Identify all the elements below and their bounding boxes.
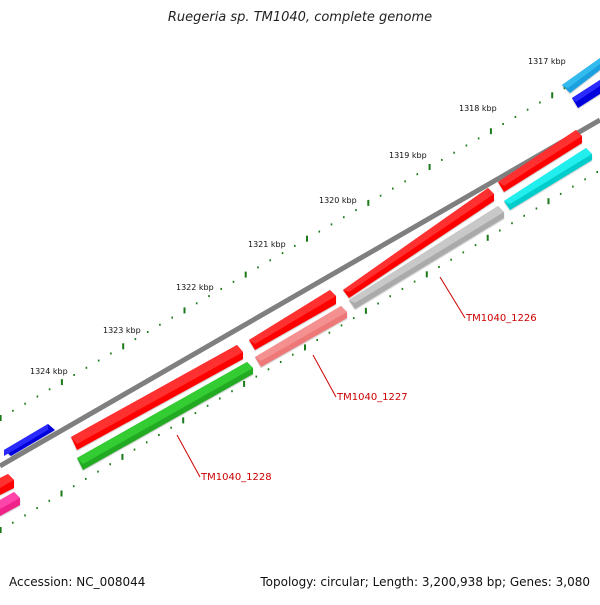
scale-label: 1318 kbp [459, 104, 497, 113]
label-leaders [176, 276, 466, 478]
gene-feature[interactable] [349, 206, 504, 309]
gene-feature[interactable] [0, 492, 20, 516]
gene-feature[interactable] [71, 345, 243, 450]
gene-feature[interactable] [77, 362, 253, 470]
scale-label: 1322 kbp [176, 283, 214, 292]
accession-text: Accession: NC_008044 [9, 575, 146, 589]
scale-label: 1319 kbp [389, 151, 427, 160]
scale-label: 1317 kbp [528, 57, 566, 66]
gene-feature[interactable] [562, 58, 600, 93]
gene-feature[interactable] [0, 474, 14, 495]
scale-label: 1323 kbp [103, 326, 141, 335]
scale-label: 1324 kbp [30, 367, 68, 376]
gene-feature[interactable] [343, 188, 494, 298]
gene-label-tm1040-1228[interactable]: TM1040_1228 [200, 472, 272, 483]
gene-feature[interactable] [4, 424, 55, 456]
gene-track-second [0, 148, 592, 516]
scale-label: 1320 kbp [319, 196, 357, 205]
scale-label: 1321 kbp [248, 240, 286, 249]
gene-track-forward [4, 58, 600, 456]
outer-scale-dots [0, 72, 590, 421]
gene-feature[interactable] [255, 306, 347, 367]
scale-labels: 1317 kbp 1318 kbp 1319 kbp 1320 kbp 1321… [30, 57, 566, 376]
gene-label-tm1040-1227[interactable]: TM1040_1227 [336, 392, 408, 403]
gene-feature[interactable] [572, 80, 600, 108]
gene-feature[interactable] [249, 290, 336, 350]
genome-backbone [0, 117, 600, 469]
gene-label-tm1040-1226[interactable]: TM1040_1226 [465, 313, 537, 324]
inner-scale-dots [0, 171, 599, 533]
gene-feature[interactable] [498, 130, 582, 192]
gene-feature[interactable] [504, 148, 592, 210]
genome-stats-text: Topology: circular; Length: 3,200,938 bp… [260, 575, 590, 589]
page-title: Ruegeria sp. TM1040, complete genome [167, 10, 433, 25]
